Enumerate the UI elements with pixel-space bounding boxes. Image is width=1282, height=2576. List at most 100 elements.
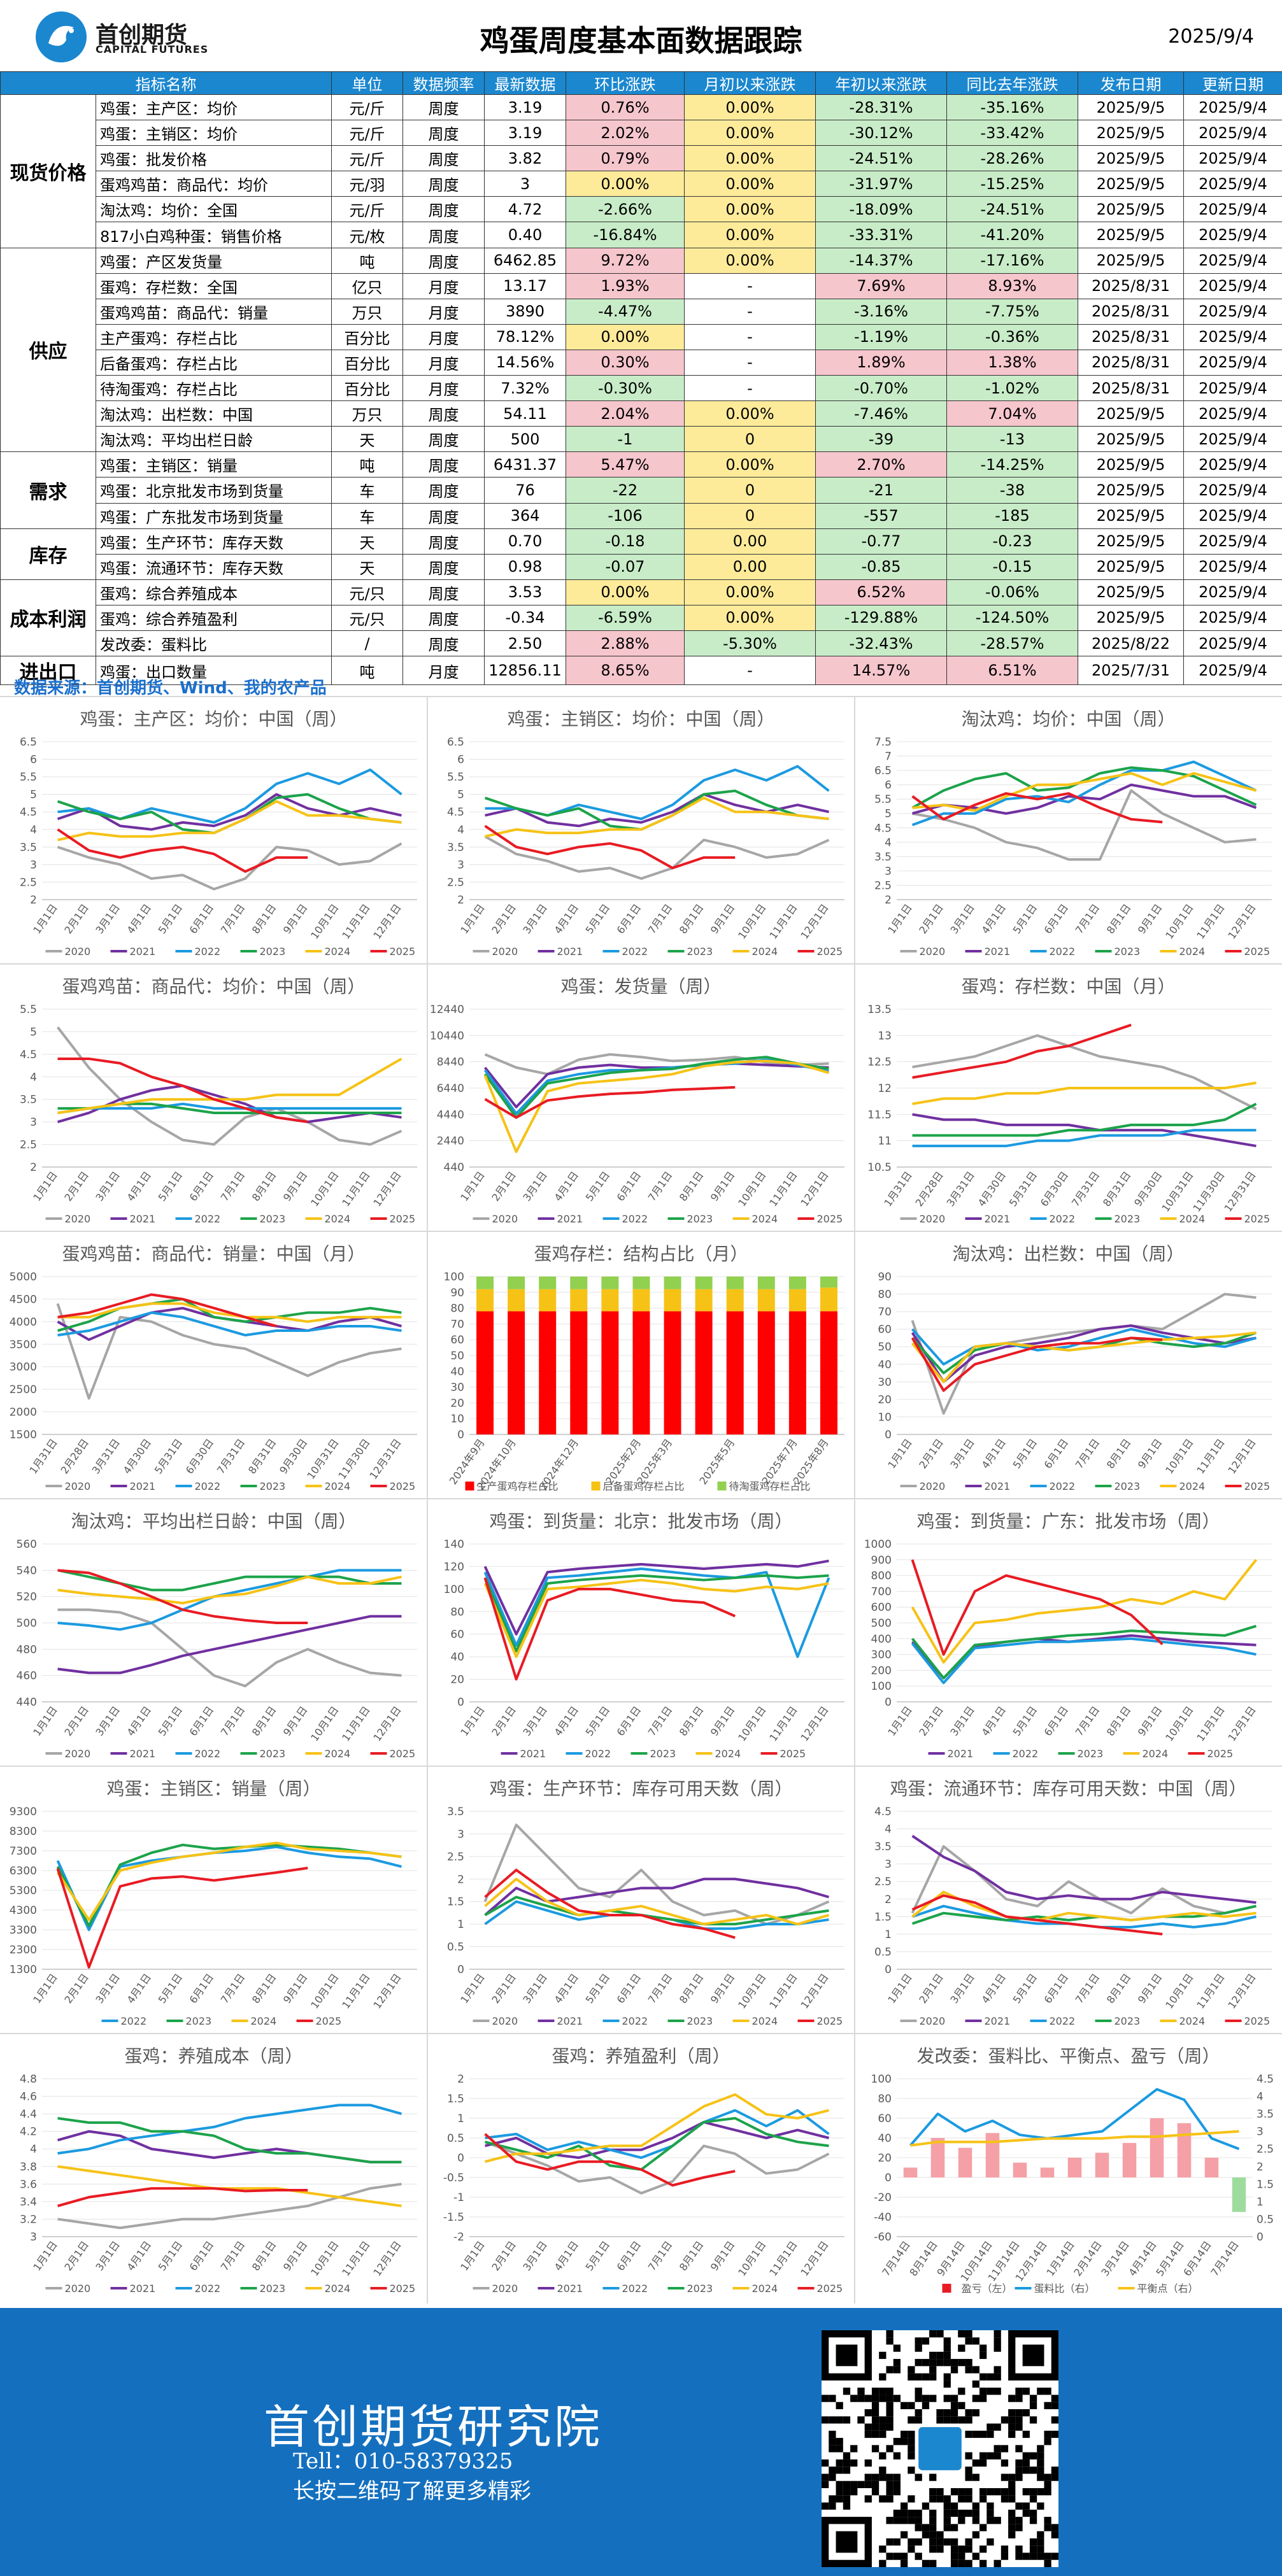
x-tick-label: 10月1日	[1163, 1436, 1195, 1476]
y-tick-label: 90	[450, 1287, 464, 1299]
x-tick-label: 1月1日	[31, 1169, 60, 1203]
data-source: 数据来源：首创期货、Wind、我的农产品	[14, 679, 327, 698]
legend-label: 2020	[920, 1480, 946, 1492]
table-cell: 2025/9/4	[1183, 222, 1282, 248]
bar	[1095, 2153, 1109, 2177]
x-tick-label: 6月1日	[187, 1169, 217, 1203]
bar	[664, 1289, 681, 1312]
legend-label: 2024	[325, 1213, 351, 1225]
qr-code-icon[interactable]	[822, 2330, 1058, 2567]
x-tick-label: 10月1日	[1163, 1704, 1195, 1743]
chart-panel: 蛋鸡鸡苗：商品代：销量：中国（月） 1500 2000 2500 3000 3500 400…	[10, 1243, 417, 1492]
y-tick-label: 4	[885, 837, 892, 849]
table-cell: 鸡蛋：出口数量	[96, 656, 332, 686]
table-cell: 月度	[402, 272, 485, 299]
series-line	[911, 1637, 1257, 1685]
legend-label: 2023	[1115, 2015, 1141, 2027]
chart-panel: 鸡蛋：主销区：销量（周） 1300 2300 3300 4300 5300 6300 7300…	[10, 1778, 417, 2027]
table-cell: 4.72	[484, 196, 566, 223]
series-line	[57, 1575, 402, 1604]
table-cell: 3890	[484, 298, 566, 325]
table-cell: 3.53	[484, 579, 566, 605]
table-row: 成本利润 蛋鸡：综合养殖成本 元/只 周度 3.53 0.00% 0.00% 6.52% -0.…	[0, 579, 1282, 657]
y-tick-label: 7.5	[874, 736, 892, 749]
table-cell: 2025/9/4	[1183, 502, 1282, 529]
x-tick-label: 5月1日	[1011, 1971, 1040, 2006]
x-tick-label: 9月30日	[1132, 1169, 1164, 1208]
x-tick-label: 11月1日	[1194, 902, 1227, 941]
chart-panel: 鸡蛋：流通环节：库存可用天数：中国（周） 0 0.5 1 1.5 2 2.5 3 3.5 4 4.5…	[874, 1778, 1272, 2027]
legend-label: 2024	[1143, 1748, 1169, 1760]
legend-label: 2023	[260, 2282, 286, 2295]
legend-label: 2024	[325, 1480, 351, 1492]
y-tick-label: -0.5	[443, 2172, 464, 2184]
y-tick-label: 3.5	[874, 1841, 892, 1853]
series-line	[485, 765, 830, 821]
table-cell: 9.72%	[566, 247, 685, 274]
table-cell: 54.11	[484, 400, 566, 427]
legend-label: 2020	[65, 1213, 91, 1225]
y-tick-label: 5.5	[20, 1003, 37, 1016]
chart-panel: 鸡蛋：到货量：广东：批发市场（周） 0 100 200 300 400 500 600 700 8…	[864, 1511, 1272, 1760]
x-tick-label: 8月1日	[250, 1704, 279, 1738]
y-tick-label: 12.5	[867, 1056, 892, 1069]
legend-label: 2022	[195, 945, 221, 958]
y-tick-label: 3	[885, 865, 892, 878]
x-tick-label: 12月1日	[798, 1971, 830, 2011]
x-tick-label: 1月1日	[458, 902, 487, 936]
legend-label: 2024	[752, 2282, 778, 2295]
y2-tick-label: 3.5	[1257, 2108, 1274, 2121]
table-cell: 2025/9/4	[1183, 656, 1282, 686]
table-row: 主产蛋鸡：存栏占比 百分比 月度 78.12% 0.00% - -1.19% -0.36% 20…	[1, 323, 1282, 350]
table-cell: 2025/9/4	[1183, 247, 1282, 274]
y-tick-label: 6	[30, 754, 37, 767]
legend-label: 2022	[1050, 945, 1076, 958]
y-tick-label: 3.4	[20, 2196, 37, 2209]
table-cell: 元/枚	[331, 222, 403, 248]
series-line	[57, 2117, 402, 2163]
y-tick-label: 300	[871, 1649, 892, 1662]
legend-label: 待淘蛋鸡存栏占比	[729, 1480, 811, 1492]
x-tick-label: 5月1日	[583, 2239, 613, 2273]
chart-title: 淘汰鸡：均价：中国（周）	[961, 709, 1175, 730]
x-tick-label: 2月1日	[489, 902, 518, 936]
y-tick-label: 10	[450, 1413, 464, 1426]
x-tick-label: 2月1日	[62, 1169, 91, 1203]
table-cell: 周度	[402, 196, 485, 223]
y-tick-label: 140	[444, 1538, 464, 1551]
table-cell: 2.50	[484, 630, 566, 657]
x-tick-label: 7月1日	[646, 2239, 675, 2273]
table-cell: 7.32%	[484, 375, 566, 402]
table-cell: 0.00%	[566, 323, 685, 350]
table-cell: 14.57%	[815, 656, 947, 686]
y-tick-label: 0	[457, 1964, 464, 1976]
y-tick-label: 480	[17, 1643, 37, 1656]
legend-label: 2021	[557, 1213, 583, 1225]
table-cell: 6431.37	[484, 451, 566, 478]
x-tick-label: 4月1日	[979, 1971, 1008, 2006]
y-tick-label: 520	[17, 1591, 37, 1604]
table-cell: 6462.85	[484, 247, 566, 274]
y-tick-label: 2.5	[447, 876, 464, 889]
legend-label: 2024	[1179, 945, 1206, 958]
series-line	[57, 2104, 402, 2155]
legend-label: 2022	[121, 2015, 147, 2027]
series-line	[57, 1615, 402, 1674]
table-cell: 月度	[402, 375, 485, 402]
series-line	[485, 793, 829, 828]
x-tick-label: 7月1日	[646, 1704, 675, 1738]
y-tick-label: 4.8	[20, 2073, 37, 2086]
y-tick-label: 0.5	[447, 1941, 464, 1954]
y-tick-label: 50	[878, 1341, 892, 1354]
x-tick-label: 6月1日	[187, 1704, 217, 1738]
y-tick-label: 2500	[10, 1384, 37, 1396]
x-tick-label: 3月1日	[520, 902, 550, 936]
table-cell: 3.82	[484, 145, 566, 172]
table-cell: 2025/9/5	[1078, 553, 1184, 580]
x-tick-label: 10月1日	[308, 1704, 341, 1743]
x-tick-label: 12月1日	[798, 2239, 830, 2278]
y-tick-label: 1000	[864, 1538, 892, 1551]
x-tick-label: 12月1日	[371, 2239, 403, 2278]
table-cell: 2025/9/4	[1183, 145, 1282, 172]
x-tick-label: 4月1日	[124, 902, 153, 936]
